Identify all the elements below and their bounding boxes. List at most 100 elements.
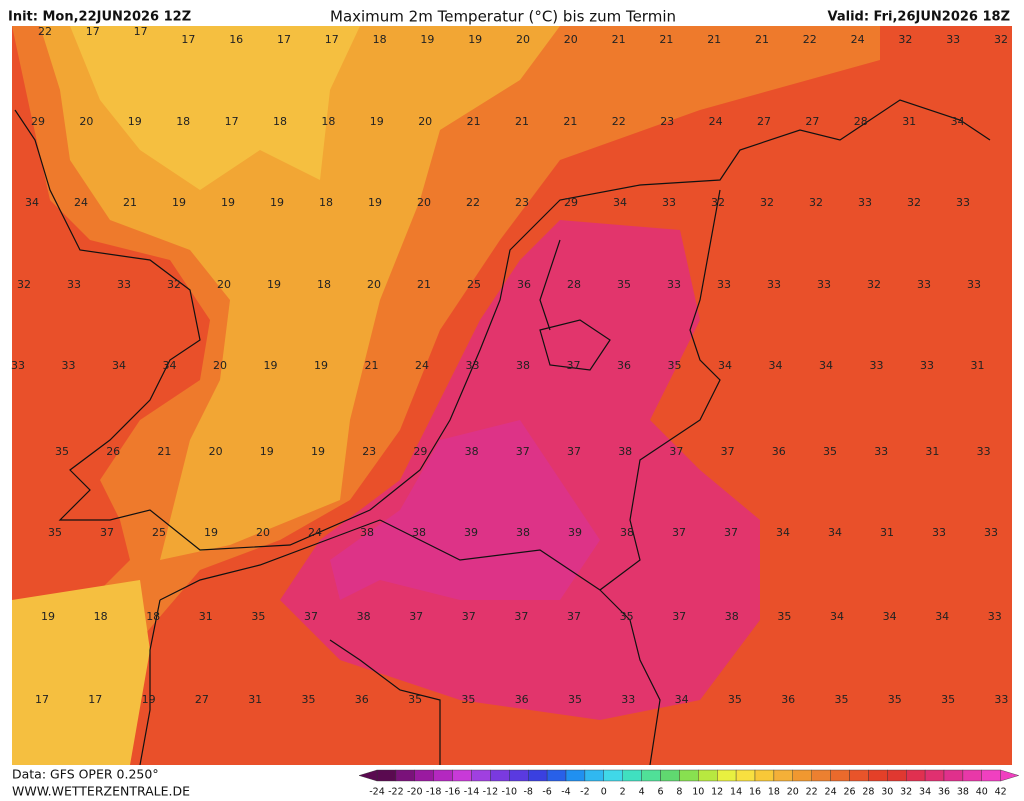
temp-label: 39 bbox=[464, 526, 478, 539]
colorbar-swatch bbox=[906, 769, 926, 782]
map-title: Maximum 2m Temperatur (°C) bis zum Termi… bbox=[330, 8, 676, 26]
temp-label: 32 bbox=[994, 33, 1008, 46]
temp-label: 36 bbox=[355, 693, 369, 706]
temp-label: 19 bbox=[267, 278, 281, 291]
temp-label: 39 bbox=[568, 526, 582, 539]
colorbar-swatch bbox=[509, 769, 529, 782]
colorbar-tick-label: -10 bbox=[502, 787, 518, 798]
temp-label: 31 bbox=[902, 115, 916, 128]
temp-label: 38 bbox=[618, 445, 632, 458]
init-label: Init: Mon,22JUN2026 12Z bbox=[8, 10, 191, 25]
colorbar-swatch bbox=[698, 769, 718, 782]
temp-label: 34 bbox=[776, 526, 790, 539]
colorbar-swatch bbox=[528, 769, 548, 782]
temp-label: 32 bbox=[867, 278, 881, 291]
temp-label: 25 bbox=[467, 278, 481, 291]
temp-label: 33 bbox=[917, 278, 931, 291]
colorbar-tick-label: -18 bbox=[426, 787, 442, 798]
colorbar-tick-label: 42 bbox=[995, 787, 1007, 798]
colorbar-swatch bbox=[546, 769, 567, 782]
temp-label: 33 bbox=[817, 278, 831, 291]
temp-label: 38 bbox=[725, 610, 739, 623]
colorbar-tick-label: 22 bbox=[806, 787, 818, 798]
colorbar-tick-label: 36 bbox=[938, 787, 950, 798]
temp-label: 35 bbox=[617, 278, 631, 291]
temp-label: 33 bbox=[920, 359, 934, 372]
coastline bbox=[159, 519, 381, 601]
data-source: Data: GFS OPER 0.250° bbox=[12, 767, 159, 782]
temp-label: 33 bbox=[466, 359, 480, 372]
temp-label: 35 bbox=[777, 610, 791, 623]
colorbar-swatch bbox=[792, 769, 812, 782]
temp-label: 22 bbox=[38, 25, 52, 38]
temp-label: 35 bbox=[302, 693, 316, 706]
colorbar-tick-label: -24 bbox=[369, 787, 385, 798]
colorbar-swatch bbox=[773, 769, 794, 782]
colorbar-swatch bbox=[811, 769, 831, 782]
temp-label: 34 bbox=[828, 526, 842, 539]
temp-label: 34 bbox=[883, 610, 897, 623]
temp-label: 18 bbox=[176, 115, 190, 128]
border bbox=[379, 519, 601, 591]
lake-outline bbox=[539, 319, 611, 371]
temp-label: 18 bbox=[373, 33, 387, 46]
temp-label: 21 bbox=[365, 359, 379, 372]
temp-label: 18 bbox=[319, 196, 333, 209]
temp-label: 38 bbox=[412, 526, 426, 539]
temp-label: 20 bbox=[217, 278, 231, 291]
colorbar-tick-label: 6 bbox=[657, 787, 663, 798]
coastline bbox=[139, 599, 161, 765]
temp-label: 33 bbox=[117, 278, 131, 291]
temp-label: 33 bbox=[874, 445, 888, 458]
border bbox=[539, 239, 561, 331]
temp-label: 34 bbox=[613, 196, 627, 209]
temp-label: 33 bbox=[767, 278, 781, 291]
colorbar-tick-label: 38 bbox=[957, 787, 969, 798]
temp-label: 18 bbox=[321, 115, 335, 128]
temp-label: 37 bbox=[567, 359, 581, 372]
temp-label: 37 bbox=[669, 445, 683, 458]
coastline bbox=[14, 99, 991, 551]
colorbar-tick-label: 30 bbox=[881, 787, 893, 798]
colorbar-swatch bbox=[414, 769, 434, 782]
temp-label: 20 bbox=[418, 115, 432, 128]
valid-label: Valid: Fri,26JUN2026 18Z bbox=[827, 10, 1010, 25]
temp-label: 24 bbox=[74, 196, 88, 209]
temp-label: 22 bbox=[612, 115, 626, 128]
temp-label: 35 bbox=[48, 526, 62, 539]
temp-label: 34 bbox=[830, 610, 844, 623]
temp-label: 27 bbox=[195, 693, 209, 706]
temp-label: 21 bbox=[157, 445, 171, 458]
colorbar-tick-label: 12 bbox=[711, 787, 723, 798]
colorbar-tick-label: 18 bbox=[768, 787, 780, 798]
temp-label: 33 bbox=[984, 526, 998, 539]
temp-label: 31 bbox=[248, 693, 262, 706]
temp-label: 17 bbox=[134, 25, 148, 38]
temp-label: 19 bbox=[204, 526, 218, 539]
temp-label: 35 bbox=[251, 610, 265, 623]
colorbar-swatch bbox=[717, 769, 737, 782]
temp-label: 19 bbox=[368, 196, 382, 209]
temp-label: 18 bbox=[146, 610, 160, 623]
temp-label: 19 bbox=[311, 445, 325, 458]
temp-label: 24 bbox=[415, 359, 429, 372]
temp-zone-light bbox=[12, 580, 150, 765]
temp-label: 23 bbox=[362, 445, 376, 458]
temp-label: 33 bbox=[956, 196, 970, 209]
colorbar-swatch bbox=[735, 769, 756, 782]
temp-label: 34 bbox=[819, 359, 833, 372]
colorbar-swatch bbox=[603, 769, 623, 782]
temp-label: 37 bbox=[409, 610, 423, 623]
colorbar-tick-label: -16 bbox=[445, 787, 461, 798]
temp-label: 31 bbox=[199, 610, 213, 623]
colorbar-swatch bbox=[660, 769, 680, 782]
temp-label: 36 bbox=[772, 445, 786, 458]
colorbar-swatch bbox=[565, 769, 586, 782]
border bbox=[599, 189, 721, 765]
temp-label: 38 bbox=[360, 526, 374, 539]
temp-label: 19 bbox=[314, 359, 328, 372]
temp-label: 29 bbox=[31, 115, 45, 128]
temp-label: 34 bbox=[769, 359, 783, 372]
colorbar-tick-label: 2 bbox=[620, 787, 626, 798]
temp-label: 20 bbox=[367, 278, 381, 291]
